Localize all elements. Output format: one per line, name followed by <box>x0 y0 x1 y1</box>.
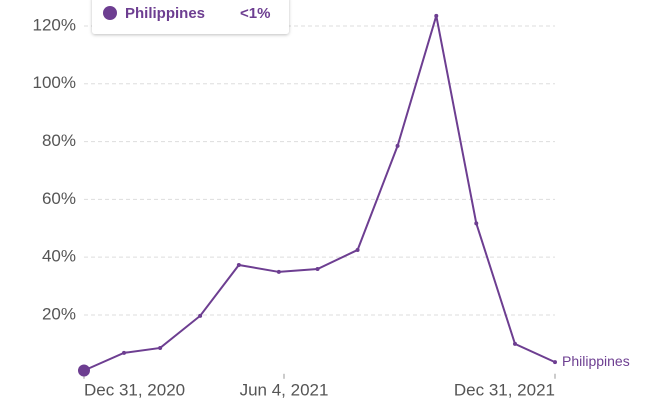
point <box>474 221 479 226</box>
plot: Philippines <box>78 13 630 377</box>
y-tick-label: 100% <box>33 73 76 92</box>
point <box>434 13 439 18</box>
legend-label: Philippines <box>125 5 205 22</box>
y-tick-label: 80% <box>42 131 76 150</box>
point <box>512 341 517 346</box>
point <box>315 267 320 272</box>
point <box>198 313 203 318</box>
grid: 20% 40% 60% 80% 100% 120% Dec 31, 2020 Jun 4, 2… <box>33 15 556 399</box>
point <box>78 364 90 377</box>
x-tick-label: Jun 4, 2021 <box>240 380 329 399</box>
point <box>276 269 281 274</box>
point <box>158 345 163 350</box>
point <box>395 143 400 148</box>
x-tick-label: Dec 31, 2020 <box>84 380 185 399</box>
legend-value: <1% <box>240 5 270 22</box>
legend-box <box>92 0 289 34</box>
series-line <box>83 15 556 372</box>
y-tick-label: 20% <box>42 304 76 323</box>
y-tick-label: 60% <box>42 189 76 208</box>
point <box>236 262 241 267</box>
series-end-label: Philippines <box>562 353 630 369</box>
point <box>553 360 557 365</box>
point <box>355 247 360 252</box>
y-tick-label: 120% <box>33 15 76 34</box>
point <box>122 350 127 355</box>
legend-marker <box>103 6 117 20</box>
x-tick-label: Dec 31, 2021 <box>454 380 555 399</box>
y-tick-label: 40% <box>42 247 76 266</box>
legend: Philippines <1% <box>92 0 289 34</box>
